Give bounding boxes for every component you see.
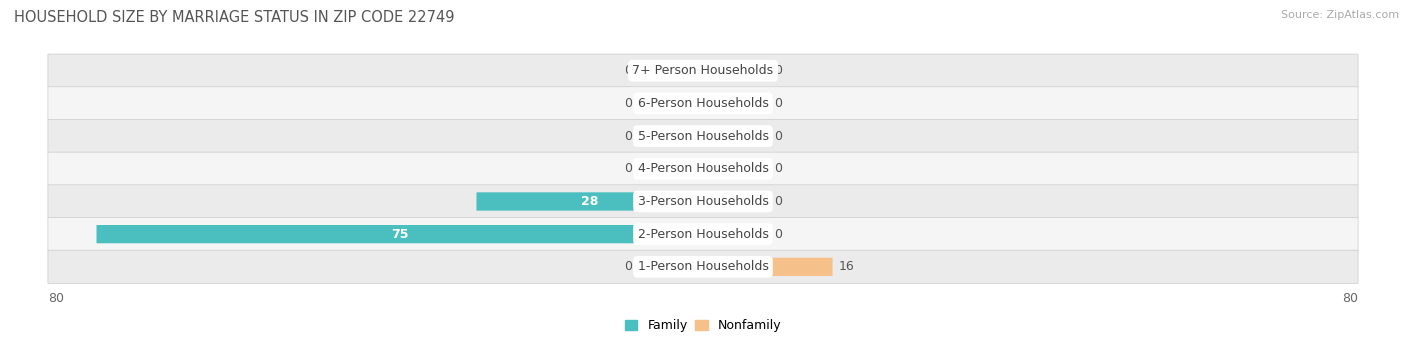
Text: 28: 28 [581, 195, 599, 208]
FancyBboxPatch shape [703, 225, 768, 243]
Text: 0: 0 [624, 260, 631, 273]
FancyBboxPatch shape [48, 250, 1358, 283]
Text: Source: ZipAtlas.com: Source: ZipAtlas.com [1281, 10, 1399, 20]
Text: 2-Person Households: 2-Person Households [637, 228, 769, 241]
Text: HOUSEHOLD SIZE BY MARRIAGE STATUS IN ZIP CODE 22749: HOUSEHOLD SIZE BY MARRIAGE STATUS IN ZIP… [14, 10, 454, 25]
Legend: Family, Nonfamily: Family, Nonfamily [624, 319, 782, 332]
FancyBboxPatch shape [48, 185, 1358, 218]
FancyBboxPatch shape [703, 62, 768, 80]
Text: 16: 16 [839, 260, 855, 273]
FancyBboxPatch shape [703, 94, 768, 113]
Text: 0: 0 [775, 195, 782, 208]
FancyBboxPatch shape [97, 225, 703, 243]
FancyBboxPatch shape [638, 258, 703, 276]
FancyBboxPatch shape [703, 192, 768, 211]
Text: 0: 0 [775, 162, 782, 175]
Text: 4-Person Households: 4-Person Households [637, 162, 769, 175]
Text: 0: 0 [775, 130, 782, 143]
Text: 7+ Person Households: 7+ Person Households [633, 64, 773, 77]
FancyBboxPatch shape [48, 218, 1358, 251]
FancyBboxPatch shape [703, 160, 768, 178]
FancyBboxPatch shape [638, 62, 703, 80]
Text: 0: 0 [624, 130, 631, 143]
FancyBboxPatch shape [638, 160, 703, 178]
FancyBboxPatch shape [703, 127, 768, 145]
Text: 1-Person Households: 1-Person Households [637, 260, 769, 273]
Text: 0: 0 [775, 64, 782, 77]
Text: 5-Person Households: 5-Person Households [637, 130, 769, 143]
FancyBboxPatch shape [48, 119, 1358, 153]
Text: 0: 0 [624, 97, 631, 110]
Text: 6-Person Households: 6-Person Households [637, 97, 769, 110]
FancyBboxPatch shape [703, 258, 832, 276]
FancyBboxPatch shape [48, 54, 1358, 87]
Text: 0: 0 [624, 64, 631, 77]
Text: 75: 75 [391, 228, 409, 241]
FancyBboxPatch shape [477, 192, 703, 211]
FancyBboxPatch shape [638, 127, 703, 145]
Text: 0: 0 [775, 228, 782, 241]
Text: 0: 0 [775, 97, 782, 110]
Text: 0: 0 [624, 162, 631, 175]
Text: 3-Person Households: 3-Person Households [637, 195, 769, 208]
FancyBboxPatch shape [48, 152, 1358, 186]
FancyBboxPatch shape [48, 87, 1358, 120]
FancyBboxPatch shape [638, 94, 703, 113]
